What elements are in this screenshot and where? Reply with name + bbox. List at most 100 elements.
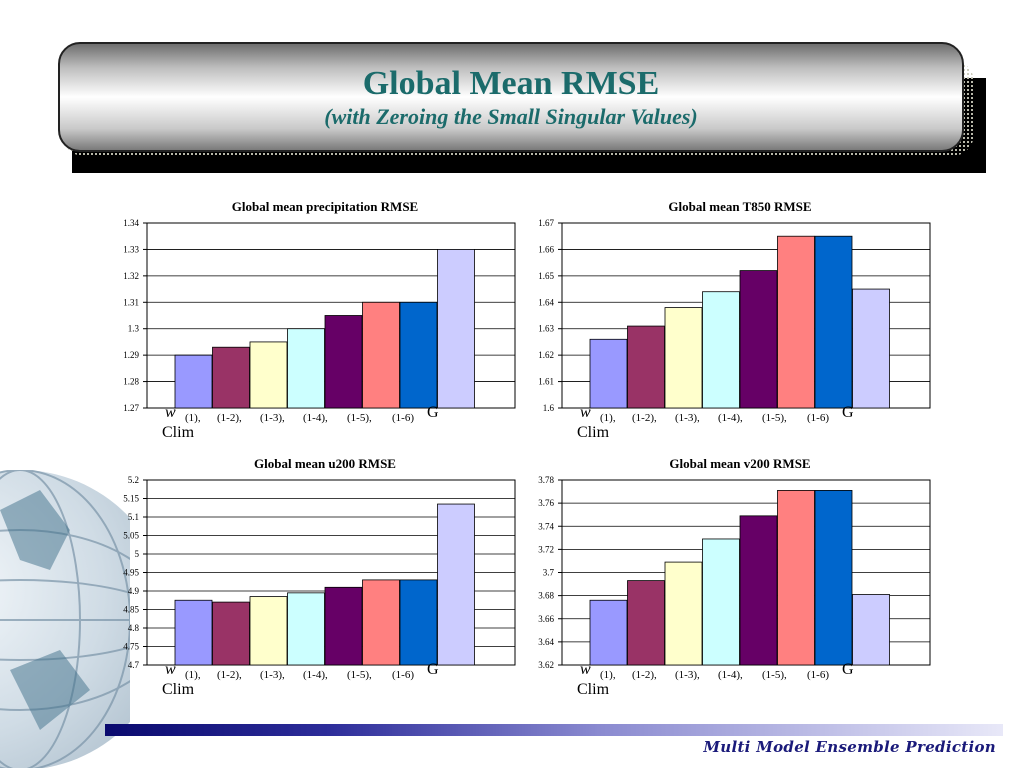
bottom-gradient-bar — [105, 724, 1003, 736]
chart-t850-rmse: Global mean T850 RMSE 1.6 1.61 1.62 1.63 1.6… — [520, 199, 960, 469]
x-label-clim: Clim — [577, 681, 610, 698]
x-tick-label: (1), — [185, 412, 201, 424]
y-tick-label: 1.27 — [123, 403, 139, 413]
y-tick-label: 3.72 — [538, 544, 554, 554]
x-tick-label: (1-6) — [392, 412, 414, 424]
y-tick-label: 1.6 — [543, 403, 555, 413]
x-label-w: w — [580, 404, 591, 421]
chart-plot: 1.6 1.61 1.62 1.63 1.64 1.65 1.66 1.67 — [538, 218, 931, 413]
y-tick-label: 3.64 — [538, 637, 554, 647]
x-tick-label: (1-2), — [217, 669, 242, 681]
y-tick-label: 5.1 — [128, 512, 139, 522]
chart-title: Global mean u200 RMSE — [254, 456, 396, 471]
y-tick-label: 1.66 — [538, 244, 554, 254]
y-tick-label: 3.74 — [538, 521, 554, 531]
y-tick-label: 4.8 — [128, 623, 140, 633]
chart-v200-rmse: Global mean v200 RMSE 3.62 3.64 3.66 3.68 3.… — [520, 456, 960, 726]
y-tick-label: 1.64 — [538, 297, 554, 307]
x-tick-label: (1-4), — [718, 669, 743, 681]
slide-title: Global Mean RMSE — [362, 65, 660, 102]
chart-plot: 1.27 1.28 1.29 1.3 1.31 1.32 1.33 1.34 — [123, 218, 516, 413]
bar — [814, 235, 853, 409]
chart-title: Global mean precipitation RMSE — [231, 199, 419, 214]
chart-u200-rmse: Global mean u200 RMSE 4.7 4.75 4.8 4.85 4.9 4… — [105, 456, 545, 726]
x-tick-label: (1-6) — [807, 669, 829, 681]
y-tick-label: 5 — [135, 549, 140, 559]
y-tick-label: 3.76 — [538, 498, 554, 508]
x-label-g: G — [427, 661, 439, 678]
x-tick-label: (1-5), — [347, 412, 372, 424]
bar — [664, 307, 703, 409]
bar — [249, 596, 288, 666]
x-tick-label: (1-5), — [762, 669, 787, 681]
y-tick-label: 3.66 — [538, 614, 554, 624]
bar — [437, 503, 475, 666]
bar — [287, 328, 325, 409]
x-label-w: w — [580, 661, 591, 678]
bar — [212, 346, 250, 409]
x-label-g: G — [427, 404, 439, 421]
bar — [174, 599, 213, 666]
bar — [324, 315, 363, 409]
x-tick-label: (1-6) — [392, 669, 414, 681]
bar — [589, 338, 628, 409]
y-tick-label: 5.05 — [123, 531, 139, 541]
y-tick-label: 3.7 — [543, 568, 555, 578]
bar — [739, 270, 778, 409]
y-tick-label: 1.62 — [538, 350, 554, 360]
x-tick-label: (1-4), — [718, 412, 743, 424]
bar — [777, 490, 815, 666]
bar — [287, 592, 325, 666]
bar — [212, 601, 250, 666]
x-tick-label: (1), — [600, 412, 616, 424]
x-tick-label: (1), — [600, 669, 616, 681]
x-tick-label: (1-5), — [347, 669, 372, 681]
x-label-g: G — [842, 404, 854, 421]
x-axis-labels: w (1), (1-2), (1-3), (1-4), (1-5), (1-6) G Clim — [520, 404, 960, 452]
x-tick-label: (1-2), — [632, 412, 657, 424]
bar — [362, 579, 400, 666]
x-label-w: w — [165, 404, 176, 421]
y-tick-label: 4.9 — [128, 586, 140, 596]
y-tick-label: 5.2 — [128, 475, 139, 485]
bar — [589, 599, 628, 666]
bar — [437, 249, 475, 409]
chart-plot: 3.62 3.64 3.66 3.68 3.7 3.72 3.74 3.76 3.78 — [538, 475, 931, 670]
y-tick-label: 1.67 — [538, 218, 554, 228]
bar — [399, 301, 438, 409]
x-tick-label: (1-6) — [807, 412, 829, 424]
y-tick-label: 4.75 — [123, 642, 139, 652]
footer-text: Multi Model Ensemble Prediction — [703, 738, 996, 756]
x-tick-label: (1-3), — [675, 669, 700, 681]
chart-title: Global mean v200 RMSE — [669, 456, 811, 471]
x-label-clim: Clim — [162, 424, 195, 441]
slide-subtitle: (with Zeroing the Small Singular Values) — [324, 104, 698, 129]
bar — [777, 235, 815, 409]
y-tick-label: 1.29 — [123, 350, 139, 360]
y-tick-label: 1.32 — [123, 271, 139, 281]
y-tick-label: 4.7 — [128, 660, 140, 670]
x-tick-label: (1-4), — [303, 669, 328, 681]
x-tick-label: (1-3), — [260, 412, 285, 424]
x-tick-label: (1-5), — [762, 412, 787, 424]
bar — [739, 515, 778, 666]
x-axis-labels: w (1), (1-2), (1-3), (1-4), (1-5), (1-6) G Clim — [520, 661, 960, 709]
chart-precipitation-rmse: Global mean precipitation RMSE 1.27 1.28 1… — [105, 199, 545, 469]
x-tick-label: (1-2), — [632, 669, 657, 681]
bar — [702, 291, 740, 409]
y-tick-label: 1.31 — [123, 297, 139, 307]
x-tick-label: (1-4), — [303, 412, 328, 424]
y-tick-label: 1.34 — [123, 218, 139, 228]
y-tick-label: 3.62 — [538, 660, 554, 670]
bar — [174, 354, 213, 409]
bar — [627, 325, 665, 409]
y-tick-label: 4.85 — [123, 605, 139, 615]
bar — [814, 490, 853, 666]
bar — [702, 538, 740, 666]
x-label-clim: Clim — [162, 681, 195, 698]
y-tick-label: 1.3 — [128, 324, 140, 334]
y-tick-label: 1.63 — [538, 324, 554, 334]
x-axis-labels: w (1), (1-2), (1-3), (1-4), (1-5), (1-6) G Clim — [105, 404, 545, 452]
y-tick-label: 4.95 — [123, 568, 139, 578]
chart-plot: 4.7 4.75 4.8 4.85 4.9 4.95 5 5.05 5.1 5.15 5.2 — [123, 475, 516, 670]
